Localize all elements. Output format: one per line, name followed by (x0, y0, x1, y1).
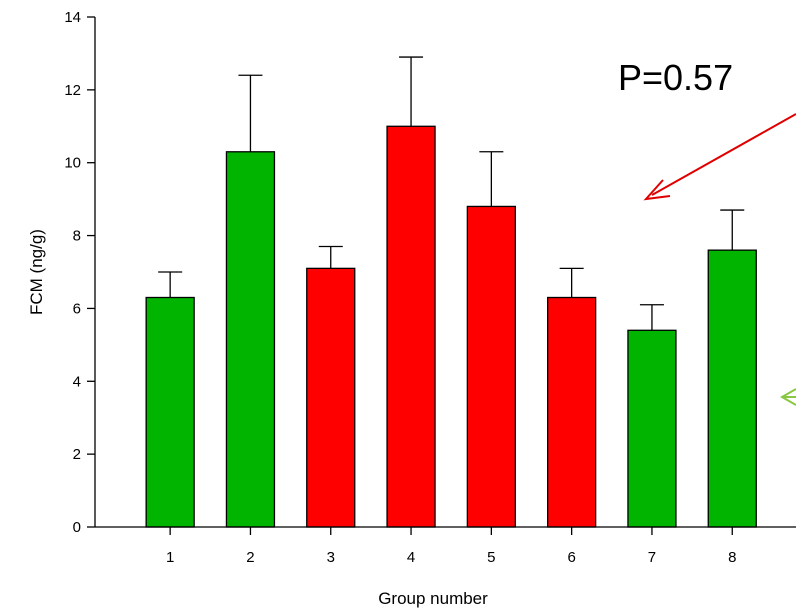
y-tick-label-4: 4 (73, 373, 81, 390)
bar-group-8 (707, 249, 757, 528)
bar-group-5 (466, 205, 517, 528)
x-tick-label-2: 2 (246, 549, 254, 566)
bars-layer (145, 125, 757, 528)
x-axis-title: Group number (378, 589, 488, 608)
y-tick-label-10: 10 (64, 155, 81, 172)
bar-group-4 (386, 125, 436, 528)
y-tick-label-12: 12 (64, 82, 81, 99)
y-axis-title: FCM (ng/g) (27, 229, 46, 315)
arrows-layer (643, 113, 796, 406)
red-arrow-icon (651, 113, 796, 196)
bar-group-1 (145, 296, 195, 528)
y-tick-label-0: 0 (73, 519, 81, 536)
bar-group-6 (547, 296, 597, 528)
x-tick-label-6: 6 (567, 549, 575, 566)
x-tick-label-4: 4 (407, 549, 415, 566)
y-tick-label-6: 6 (73, 300, 81, 317)
x-tick-label-5: 5 (487, 549, 495, 566)
y-tick-label-2: 2 (73, 446, 81, 463)
error-bars-layer (158, 56, 745, 331)
y-tick-label-14: 14 (64, 9, 81, 26)
x-tick-label-1: 1 (166, 549, 174, 566)
green-arrow-head-icon (779, 388, 796, 406)
x-tick-label-7: 7 (648, 549, 656, 566)
y-tick-label-8: 8 (73, 228, 81, 245)
x-tick-label-3: 3 (327, 549, 335, 566)
red-arrow-head-icon (643, 179, 671, 201)
x-tick-label-8: 8 (728, 549, 736, 566)
bar-group-7 (627, 329, 677, 528)
bar-group-2 (225, 151, 276, 528)
p-value-annotation: P=0.57 (618, 57, 733, 98)
bar-group-3 (306, 267, 356, 528)
